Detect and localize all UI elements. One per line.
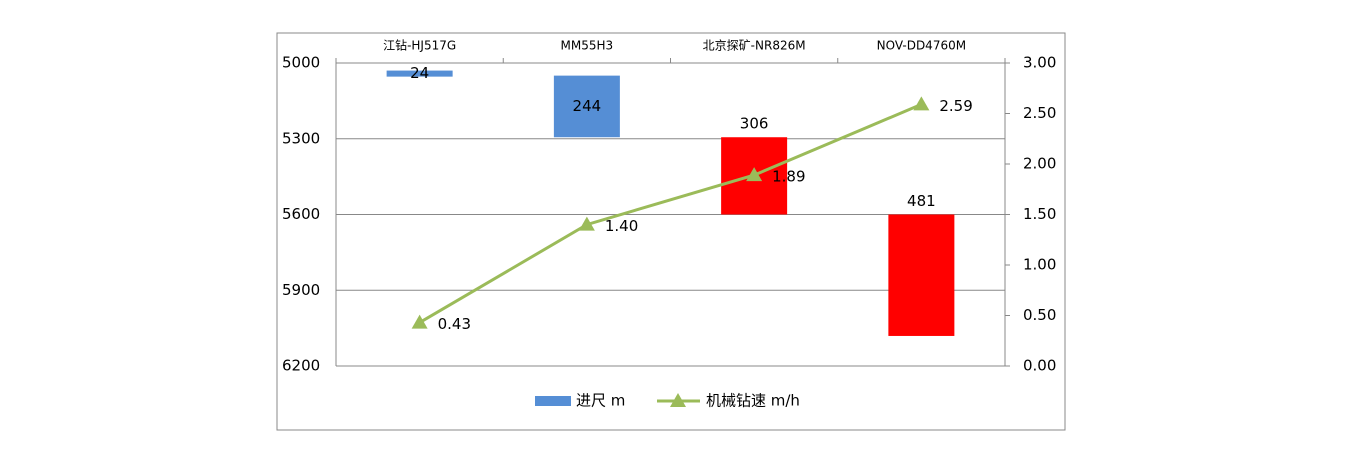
y2-tick-label: 1.00 xyxy=(1023,256,1056,274)
y2-tick-label: 3.00 xyxy=(1023,54,1056,72)
bar xyxy=(553,75,620,138)
bar-label: 306 xyxy=(740,115,769,133)
legend-label: 进尺 m xyxy=(576,392,625,410)
x-tick-label: 江钻-HJ517G xyxy=(383,38,456,53)
y-tick-label: 5300 xyxy=(282,129,320,147)
legend-swatch xyxy=(535,396,571,406)
line-marker xyxy=(578,216,595,231)
x-tick-label: NOV-DD4760M xyxy=(877,39,966,53)
line-label: 0.43 xyxy=(438,315,471,333)
y-tick-label: 5000 xyxy=(282,54,320,72)
line-label: 1.89 xyxy=(772,168,805,186)
line-label: 1.40 xyxy=(605,217,638,235)
x-tick-label: 北京探矿-NR826M xyxy=(703,39,806,53)
y-tick-label: 5600 xyxy=(282,205,320,223)
line xyxy=(418,103,922,324)
y2-tick-label: 2.50 xyxy=(1023,104,1056,122)
line-marker xyxy=(913,96,930,111)
y2-tick-label: 0.00 xyxy=(1023,357,1056,375)
line-marker xyxy=(746,167,763,182)
y2-tick-label: 1.50 xyxy=(1023,205,1056,223)
line-label: 2.59 xyxy=(939,97,972,115)
y-tick-label: 6200 xyxy=(282,357,320,375)
bar-label: 481 xyxy=(907,192,936,210)
y-tick-label: 5900 xyxy=(282,281,320,299)
bar xyxy=(888,214,955,336)
legend-marker xyxy=(670,393,686,407)
line-marker xyxy=(411,314,428,329)
y2-tick-label: 0.50 xyxy=(1023,306,1056,324)
y2-tick-label: 2.00 xyxy=(1023,155,1056,173)
bar-label: 24 xyxy=(410,64,429,82)
x-tick-label: MM55H3 xyxy=(561,39,614,53)
bar-label: 244 xyxy=(573,97,602,115)
bar xyxy=(386,70,453,77)
legend-label: 机械钻速 m/h xyxy=(706,392,800,410)
